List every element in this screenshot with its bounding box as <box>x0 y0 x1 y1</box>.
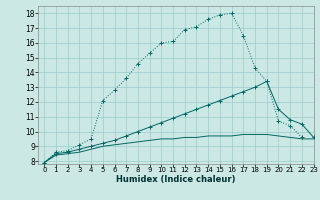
X-axis label: Humidex (Indice chaleur): Humidex (Indice chaleur) <box>116 175 236 184</box>
